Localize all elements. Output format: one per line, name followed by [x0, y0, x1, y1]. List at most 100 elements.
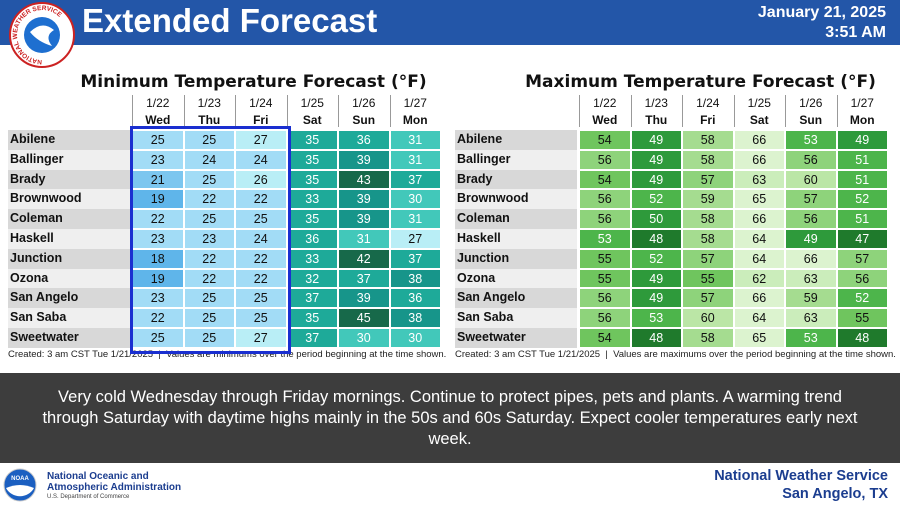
column-divider	[785, 95, 786, 127]
temperature-cell: 52	[630, 189, 682, 210]
city-label: Brownwood	[455, 189, 577, 210]
column-divider	[183, 95, 185, 127]
temperature-cell: 49	[836, 130, 888, 150]
temperature-cell: 22	[235, 189, 287, 210]
temperature-cell: 24	[235, 229, 287, 249]
column-day: Sun	[352, 113, 376, 127]
noaa-name: Atmospheric Administration	[47, 482, 182, 493]
city-label: Brownwood	[8, 189, 130, 210]
temperature-cell: 66	[733, 209, 785, 229]
column-divider	[579, 95, 580, 127]
column-divider	[132, 95, 133, 127]
temperature-cell: 54	[579, 328, 631, 348]
column-day: Thu	[645, 113, 668, 127]
temperature-cell: 25	[132, 130, 184, 150]
temperature-cell: 56	[836, 268, 888, 289]
office-location: San Angelo, TX	[782, 486, 888, 502]
temperature-cell: 37	[338, 268, 390, 289]
temperature-cell: 49	[630, 149, 682, 170]
temperature-cell: 53	[579, 229, 631, 249]
date: January 21, 2025	[757, 4, 886, 21]
city-label: San Angelo	[8, 288, 130, 309]
temperature-cell: 57	[682, 169, 734, 190]
temperature-cell: 24	[183, 149, 235, 170]
city-label: San Saba	[8, 308, 130, 328]
noaa-logo: NOAA	[3, 468, 37, 502]
temperature-cell: 35	[286, 308, 338, 328]
temperature-cell: 42	[338, 248, 390, 269]
title: Extended Forecast	[82, 2, 378, 39]
temperature-cell: 56	[579, 189, 631, 210]
temperature-cell: 65	[733, 328, 785, 348]
temperature-cell: 49	[785, 229, 837, 249]
column-date: 1/23	[197, 96, 221, 110]
temperature-cell: 37	[389, 169, 441, 190]
temperature-cell: 25	[235, 288, 287, 309]
temperature-cell: 64	[733, 308, 785, 328]
temperature-cell: 59	[682, 189, 734, 210]
city-label: San Saba	[455, 308, 577, 328]
temperature-cell: 55	[836, 308, 888, 328]
city-label: Haskell	[8, 229, 130, 249]
temperature-cell: 22	[183, 268, 235, 289]
temperature-cell: 66	[733, 288, 785, 309]
temperature-cell: 35	[286, 209, 338, 229]
temperature-cell: 25	[183, 288, 235, 309]
temperature-cell: 37	[286, 328, 338, 348]
temperature-cell: 31	[338, 229, 390, 249]
column-date: 1/25	[300, 96, 324, 110]
city-label: Ballinger	[8, 149, 130, 170]
city-label: Abilene	[455, 130, 577, 150]
temperature-cell: 49	[630, 130, 682, 150]
temperature-cell: 57	[836, 248, 888, 269]
temperature-cell: 56	[579, 209, 631, 229]
column-day: Sun	[799, 113, 823, 127]
temperature-cell: 49	[630, 169, 682, 190]
temperature-cell: 22	[235, 248, 287, 269]
temperature-cell: 39	[338, 149, 390, 170]
temperature-cell: 22	[235, 268, 287, 289]
temperature-cell: 30	[338, 328, 390, 348]
temperature-cell: 57	[682, 288, 734, 309]
temperature-cell: 58	[682, 149, 734, 170]
temperature-cell: 39	[338, 288, 390, 309]
office-name: National Weather Service	[714, 468, 888, 484]
time: 3:51 AM	[825, 24, 886, 41]
city-label: San Angelo	[455, 288, 577, 309]
temperature-cell: 37	[286, 288, 338, 309]
temperature-cell: 64	[733, 248, 785, 269]
temperature-cell: 22	[183, 248, 235, 269]
temperature-cell: 26	[235, 169, 287, 190]
column-day: Mon	[402, 113, 428, 127]
temperature-cell: 38	[389, 308, 441, 328]
temperature-cell: 63	[785, 308, 837, 328]
temperature-cell: 45	[338, 308, 390, 328]
temperature-cell: 53	[785, 130, 837, 150]
column-divider	[389, 95, 391, 127]
temperature-cell: 56	[579, 308, 631, 328]
temperature-cell: 47	[836, 229, 888, 249]
temperature-cell: 35	[286, 169, 338, 190]
city-label: Sweetwater	[8, 328, 130, 348]
city-label: Ballinger	[455, 149, 577, 170]
city-label: Coleman	[8, 209, 130, 229]
temperature-cell: 23	[132, 149, 184, 170]
column-day: Mon	[849, 113, 875, 127]
temperature-cell: 55	[682, 268, 734, 289]
city-label: Ozona	[8, 268, 130, 289]
city-label: Abilene	[8, 130, 130, 150]
temperature-cell: 48	[630, 328, 682, 348]
column-date: 1/27	[850, 96, 874, 110]
temperature-cell: 39	[338, 209, 390, 229]
temperature-cell: 66	[733, 130, 785, 150]
column-date: 1/26	[799, 96, 823, 110]
column-day: Fri	[253, 113, 269, 127]
temperature-cell: 65	[733, 189, 785, 210]
temperature-cell: 35	[286, 149, 338, 170]
temperature-cell: 53	[785, 328, 837, 348]
summary-text: Very cold Wednesday through Friday morni…	[42, 388, 858, 448]
temperature-cell: 52	[836, 288, 888, 309]
city-label: Junction	[8, 248, 130, 269]
temperature-cell: 39	[338, 189, 390, 210]
